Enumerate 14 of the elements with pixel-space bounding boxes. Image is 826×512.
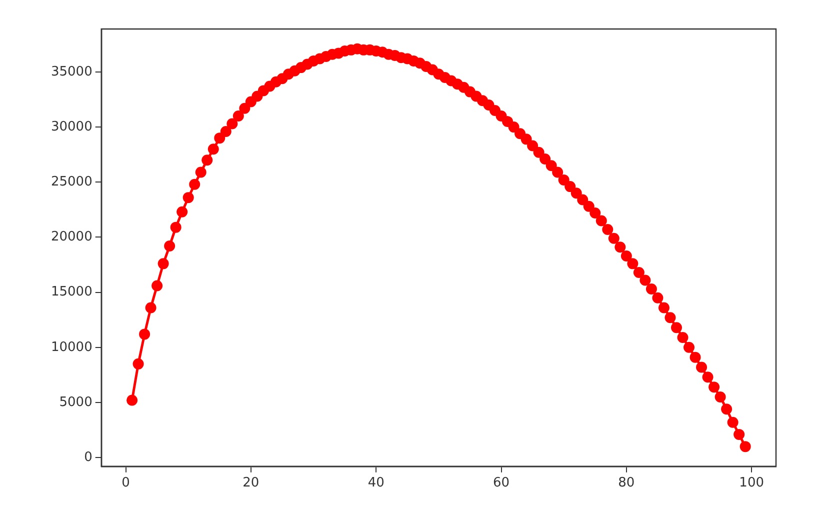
- x-tick-label: 80: [618, 476, 635, 491]
- y-tick-label: 0: [84, 450, 92, 465]
- y-tick-label: 10000: [50, 340, 92, 355]
- y-tick-label: 25000: [50, 174, 92, 190]
- x-tick-label: 20: [242, 476, 260, 491]
- y-tick-label: 35000: [50, 64, 92, 80]
- x-tick-label: 0: [122, 476, 130, 491]
- y-tick-label: 20000: [50, 230, 92, 245]
- x-tick-label: 40: [368, 476, 384, 491]
- y-tick-label: 15000: [50, 284, 92, 300]
- y-tick-label: 5000: [59, 394, 92, 410]
- x-tick-label: 60: [492, 476, 510, 491]
- x-tick-label: 100: [739, 476, 764, 491]
- y-tick-label: 30000: [50, 119, 92, 134]
